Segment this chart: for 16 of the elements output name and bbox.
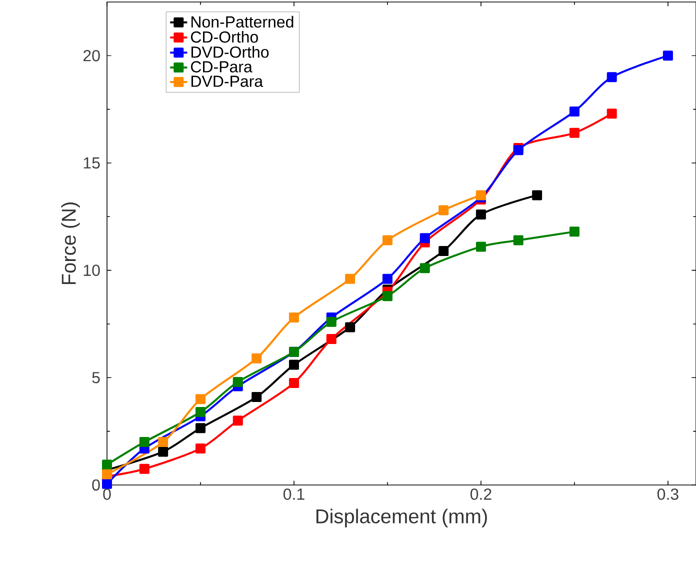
legend-label: Non-Patterned (192, 16, 294, 28)
y-tick-label: 15 (84, 157, 100, 169)
x-tick-label: 0.1 (283, 488, 304, 500)
legend-label: CD-Para (190, 61, 252, 72)
y-tick-label: 5 (92, 372, 100, 384)
x-axis-title: Displacement (mm) (316, 508, 487, 528)
legend-label: CD-Ortho (190, 30, 258, 43)
x-tick-label: 0.2 (470, 488, 492, 500)
legend-label: DVD-Ortho (192, 46, 269, 58)
y-tick-label: 10 (84, 264, 100, 276)
y-tick-label: 20 (83, 50, 100, 62)
legend-label: DVD-Para (192, 76, 264, 87)
x-tick-label: 0.3 (657, 488, 678, 500)
y-axis-title: Force (N) (61, 202, 80, 284)
y-tick-label: 0 (92, 479, 100, 491)
x-tick-label: 0 (103, 488, 111, 500)
